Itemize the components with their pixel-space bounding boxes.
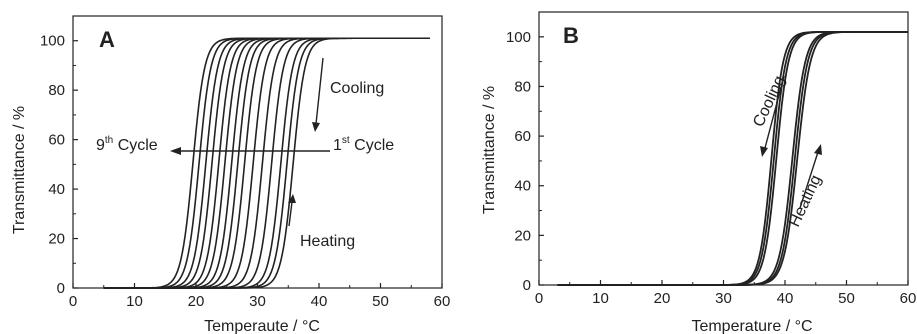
y-tick-label: 0 (523, 277, 531, 294)
transmittance-curve (103, 37, 430, 289)
y-tick-label: 80 (48, 82, 65, 99)
transmittance-curve (103, 37, 430, 289)
y-tick-label: 100 (506, 29, 531, 46)
panel-b-y-ticks: 0 20 40 60 80 100 (506, 11, 544, 294)
transmittance-curve (103, 37, 430, 289)
panel-a-letter: A (99, 27, 115, 52)
panel-b-cooling-arrow-shaft (764, 75, 785, 149)
panel-a-y-axis-title: Transmittance / % (11, 106, 28, 234)
x-tick-label: 60 (434, 293, 451, 310)
y-tick-label: 20 (514, 227, 531, 244)
x-tick-label: 0 (535, 290, 543, 307)
panel-b-y-axis-title: Transmittance / % (481, 86, 498, 214)
panel-a-cycle-arrow-head (170, 147, 181, 155)
panel-a-heating-arrow-shaft (288, 201, 293, 227)
transmittance-curve (103, 37, 430, 289)
transmittance-curve (103, 37, 430, 289)
y-tick-label: 60 (48, 132, 65, 149)
transmittance-curve (103, 37, 430, 289)
panel-a-x-axis-title: Temperaute / °C (204, 318, 320, 334)
panel-a-curves (103, 37, 430, 289)
y-tick-label: 60 (514, 128, 531, 145)
panel-a-heating-arrow-head (288, 194, 296, 203)
panel-b-frame (538, 11, 909, 286)
y-tick-label: 100 (40, 33, 65, 50)
panel-a-first-cycle-label: 1st Cycle (333, 135, 394, 154)
panel-a-cooling-label: Cooling (330, 80, 384, 97)
y-tick-label: 40 (48, 181, 65, 198)
transmittance-curve (103, 37, 430, 289)
panel-a-x-ticks: 0 10 20 30 40 50 60 (69, 283, 451, 310)
transmittance-curve (103, 37, 430, 289)
transmittance-curve (103, 37, 430, 289)
transmittance-curve (103, 37, 430, 289)
x-tick-label: 0 (69, 293, 77, 310)
x-tick-label: 30 (715, 290, 732, 307)
panel-a: 0 10 20 30 40 50 60 0 20 40 60 80 100 A Temperaute … (11, 15, 451, 334)
x-tick-label: 10 (592, 290, 609, 307)
x-tick-label: 20 (188, 293, 205, 310)
transmittance-curve (557, 30, 908, 286)
panel-a-y-ticks: 0 20 40 60 80 100 (40, 15, 78, 297)
x-tick-label: 40 (777, 290, 794, 307)
transmittance-curve (557, 30, 908, 286)
transmittance-curve (103, 37, 430, 289)
y-tick-label: 40 (514, 178, 531, 195)
panel-a-heating-label: Heating (300, 233, 355, 250)
panel-b: 0 10 20 30 40 50 60 0 20 40 60 80 100 B Temperature… (481, 11, 917, 334)
transmittance-curve (557, 30, 908, 286)
x-tick-label: 40 (311, 293, 328, 310)
y-tick-label: 0 (57, 280, 65, 297)
y-tick-label: 80 (514, 78, 531, 95)
panel-b-curves (557, 30, 908, 286)
transmittance-curve (557, 30, 908, 286)
x-tick-label: 10 (126, 293, 143, 310)
x-tick-label: 50 (838, 290, 855, 307)
panel-b-letter: B (563, 23, 579, 48)
x-tick-label: 20 (654, 290, 671, 307)
panel-b-x-axis-title: Temperature / °C (691, 318, 812, 334)
transmittance-curve (103, 37, 430, 289)
transmittance-curve (557, 30, 908, 286)
panel-a-cooling-arrow-shaft (315, 57, 324, 125)
x-tick-label: 50 (372, 293, 389, 310)
x-tick-label: 30 (249, 293, 266, 310)
panel-b-cooling-arrow-head (760, 146, 768, 157)
panel-a-ninth-cycle-label: 9th Cycle (96, 135, 158, 154)
panel-b-heating-arrow-shaft (799, 151, 819, 209)
transmittance-curve (103, 37, 430, 289)
panel-b-x-ticks: 0 10 20 30 40 50 60 (535, 280, 917, 307)
panel-b-heating-arrow-head (814, 144, 822, 155)
panel-a-cooling-arrow-head (312, 122, 320, 132)
x-tick-label: 60 (900, 290, 917, 307)
transmittance-curve (557, 30, 908, 286)
transmittance-curve (103, 37, 430, 289)
transmittance-curve (103, 37, 430, 289)
y-tick-label: 20 (48, 231, 65, 248)
